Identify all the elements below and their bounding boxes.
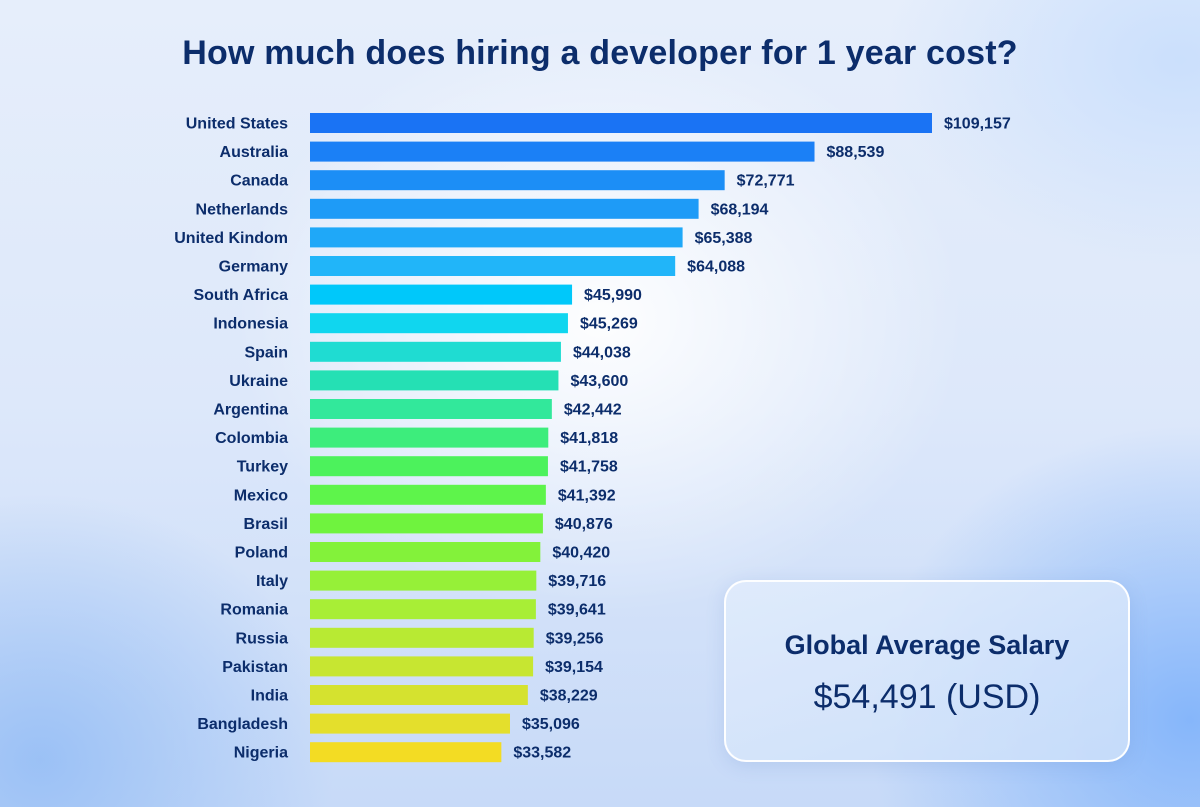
- bar: [310, 656, 534, 677]
- bar: [310, 141, 815, 162]
- category-label: Pakistan: [222, 659, 288, 676]
- bar: [310, 627, 534, 648]
- bar: [310, 427, 549, 448]
- value-label: $39,716: [548, 573, 606, 590]
- category-label: Netherlands: [196, 201, 289, 218]
- bar: [310, 484, 546, 505]
- bar: [310, 227, 683, 248]
- bar: [310, 513, 543, 534]
- value-label: $39,154: [545, 659, 603, 676]
- global-average-label: Global Average Salary: [784, 630, 1070, 660]
- category-label: Brasil: [244, 516, 288, 533]
- category-label: Colombia: [215, 430, 288, 447]
- value-label: $41,758: [560, 459, 618, 476]
- bar: [310, 313, 568, 334]
- bar: [310, 599, 536, 620]
- value-label: $39,256: [546, 630, 604, 647]
- bar: [310, 370, 559, 391]
- category-label: Nigeria: [234, 745, 288, 762]
- category-label: Indonesia: [213, 316, 288, 333]
- category-label: Bangladesh: [197, 716, 288, 733]
- category-label: Russia: [236, 630, 289, 647]
- value-label: $40,420: [552, 545, 610, 562]
- bar: [310, 170, 725, 191]
- bar: [310, 113, 932, 133]
- category-label: United Kindom: [174, 230, 288, 247]
- bar: [310, 570, 537, 591]
- value-label: $42,442: [564, 402, 622, 419]
- bar: [310, 256, 676, 276]
- value-label: $88,539: [827, 144, 885, 161]
- category-label: Argentina: [213, 402, 288, 419]
- category-label: India: [251, 688, 288, 705]
- bar: [310, 399, 552, 419]
- value-label: $41,818: [560, 430, 618, 447]
- category-label: Germany: [219, 259, 288, 276]
- global-average-card: Global Average Salary $54,491 (USD): [724, 580, 1130, 762]
- category-label: Turkey: [237, 459, 288, 476]
- bar: [310, 742, 502, 763]
- global-average-value: $54,491 (USD): [813, 678, 1041, 716]
- value-label: $64,088: [687, 259, 745, 276]
- value-label: $41,392: [558, 487, 616, 504]
- bar: [310, 341, 561, 362]
- category-label: Mexico: [234, 487, 288, 504]
- value-label: $40,876: [555, 516, 613, 533]
- bar: [310, 685, 528, 705]
- value-label: $45,269: [580, 316, 638, 333]
- bar: [310, 542, 541, 562]
- category-label: Australia: [220, 144, 289, 161]
- category-label: South Africa: [193, 287, 288, 304]
- category-label: Italy: [256, 573, 288, 590]
- category-label: Poland: [235, 545, 288, 562]
- category-label: Ukraine: [229, 373, 288, 390]
- value-label: $45,990: [584, 287, 642, 304]
- category-label: Spain: [244, 344, 288, 361]
- value-label: $38,229: [540, 688, 598, 705]
- value-label: $35,096: [522, 716, 580, 733]
- bar: [310, 284, 573, 305]
- category-label: Romania: [220, 602, 288, 619]
- value-label: $43,600: [570, 373, 628, 390]
- bar: [310, 713, 510, 734]
- category-label: Canada: [230, 173, 288, 190]
- chart-title: How much does hiring a developer for 1 y…: [182, 34, 1018, 72]
- bar: [310, 198, 699, 219]
- category-label: United States: [186, 116, 288, 133]
- value-label: $33,582: [513, 745, 571, 762]
- value-label: $109,157: [944, 116, 1011, 133]
- bar: [310, 456, 548, 477]
- value-label: $44,038: [573, 344, 631, 361]
- value-label: $72,771: [737, 173, 795, 190]
- value-label: $39,641: [548, 602, 606, 619]
- value-label: $68,194: [711, 201, 769, 218]
- value-label: $65,388: [695, 230, 753, 247]
